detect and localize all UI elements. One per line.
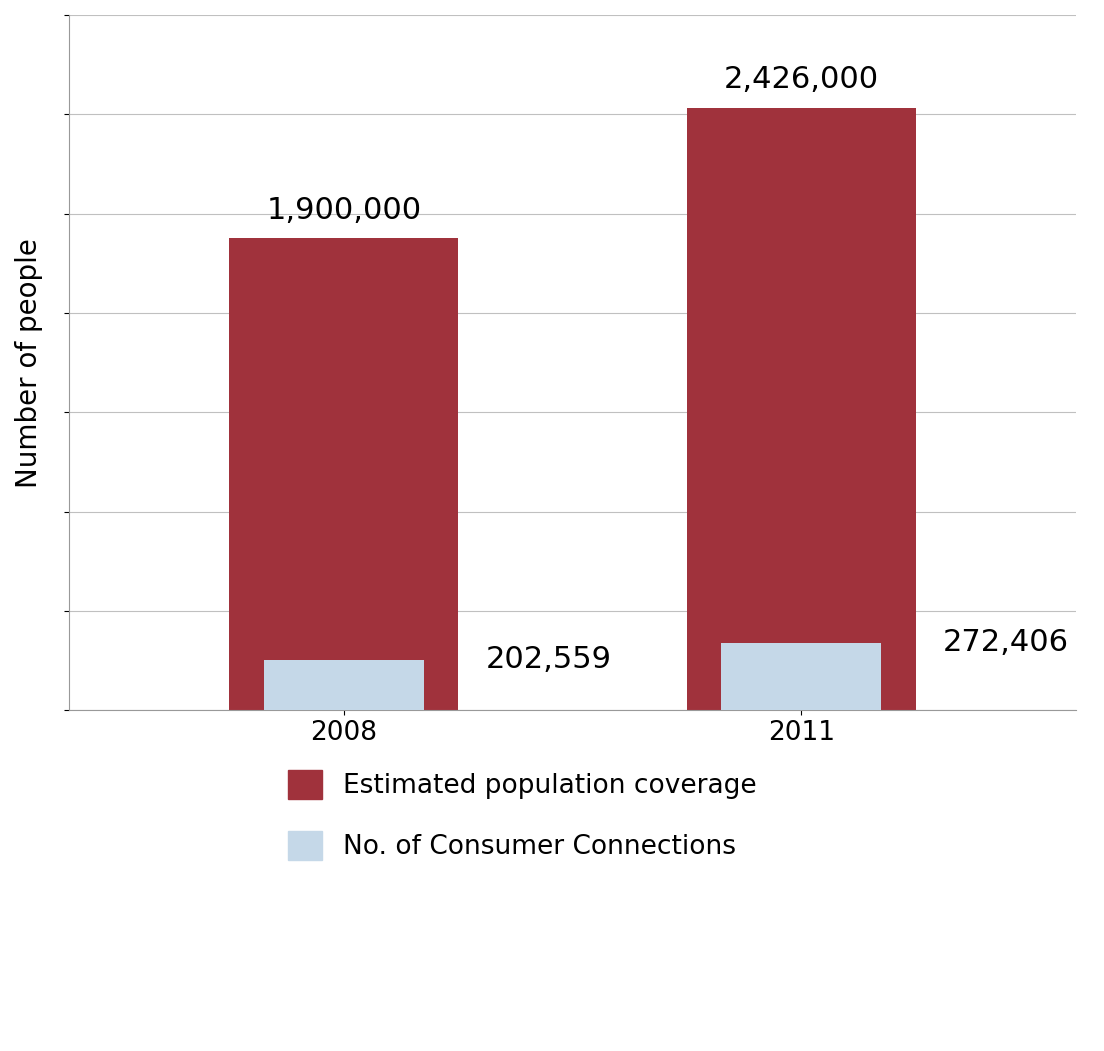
Text: 272,406: 272,406 <box>943 628 1069 657</box>
Bar <box>230 239 458 710</box>
Y-axis label: Number of people: Number of people <box>15 238 43 488</box>
Bar <box>264 660 424 710</box>
Text: 1,900,000: 1,900,000 <box>266 195 422 225</box>
Bar <box>721 642 881 710</box>
Legend: Estimated population coverage, No. of Consumer Connections: Estimated population coverage, No. of Co… <box>277 760 767 871</box>
Text: 2,426,000: 2,426,000 <box>724 65 879 95</box>
Text: 202,559: 202,559 <box>486 645 612 675</box>
Bar <box>687 108 915 710</box>
